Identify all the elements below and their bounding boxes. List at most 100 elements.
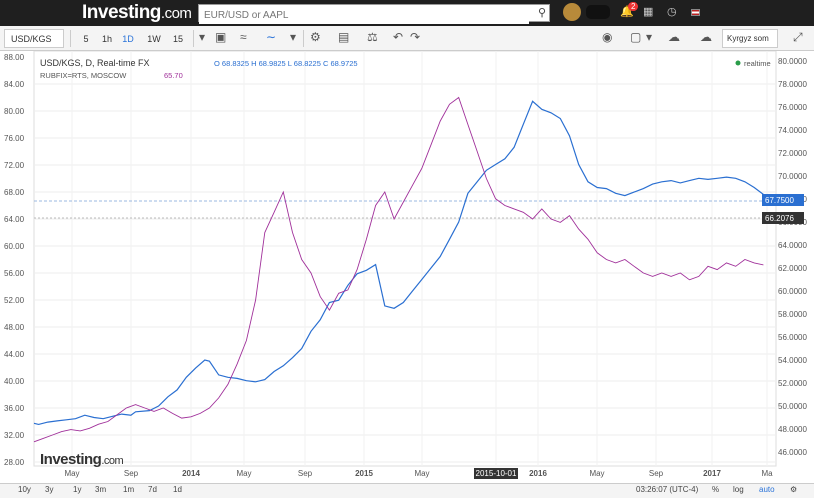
camera-icon[interactable]: ◉	[602, 30, 613, 44]
right-tick-label: 52.0000	[778, 379, 807, 388]
log-toggle[interactable]: log	[733, 485, 744, 494]
left-tick-label: 72.00	[4, 161, 25, 170]
range-3y[interactable]: 3y	[45, 485, 54, 494]
percent-toggle[interactable]: %	[712, 485, 720, 494]
left-tick-label: 44.00	[4, 350, 25, 359]
left-tick-label: 80.00	[4, 107, 25, 116]
interval-1h[interactable]: 1h	[101, 34, 112, 44]
layout-chevron-icon[interactable]: ▾	[646, 30, 653, 44]
left-tick-label: 60.00	[4, 242, 25, 251]
right-tick-label: 64.0000	[778, 241, 807, 250]
x-tick-label-highlight: 2015-10-01	[476, 469, 517, 478]
username-redacted[interactable]	[586, 5, 610, 19]
cloud-load-icon[interactable]: ☁	[700, 30, 712, 44]
left-tick-label: 84.00	[4, 80, 25, 89]
right-tick-label: 60.0000	[778, 287, 807, 296]
line-chart-icon[interactable]: ∼	[266, 30, 277, 44]
scale-settings-icon[interactable]: ⚙	[790, 485, 798, 494]
range-3m[interactable]: 3m	[95, 485, 107, 494]
left-tick-label: 48.00	[4, 323, 25, 332]
left-tick-label: 32.00	[4, 431, 25, 440]
realtime-dot-icon	[735, 60, 741, 66]
usdkgs-price-label: 67.7500	[765, 196, 794, 205]
redo-icon[interactable]: ↷	[410, 30, 421, 44]
right-tick-label: 50.0000	[778, 402, 807, 411]
plot-frame	[33, 51, 777, 467]
x-tick-label: Sep	[124, 469, 139, 478]
left-tick-label: 52.00	[4, 296, 25, 305]
investing-logo[interactable]: Investing.com	[82, 2, 192, 23]
left-tick-label: 64.00	[4, 215, 25, 224]
compare-scales-icon[interactable]: ⚖	[367, 30, 378, 44]
fullscreen-icon[interactable]: ⤢	[793, 30, 803, 44]
interval-1d[interactable]: 1D	[122, 34, 134, 44]
currency-selector[interactable]: Kyrgyz som	[722, 29, 778, 48]
clock-time: 03:26:07 (UTC-4)	[636, 485, 699, 494]
bars-icon[interactable]: ≈	[240, 30, 247, 44]
search-input[interactable]	[199, 7, 529, 24]
range-7d[interactable]: 7d	[148, 485, 157, 494]
x-highlight-bg	[474, 468, 518, 479]
x-tick-label: Ma	[761, 469, 773, 478]
left-tick-label: 40.00	[4, 377, 25, 386]
notification-badge: 2	[628, 2, 639, 11]
usdkgs-series-line	[33, 100, 769, 426]
series-layer	[33, 96, 769, 443]
left-tick-label: 88.00	[4, 53, 25, 62]
us-flag-icon[interactable]	[691, 9, 700, 16]
symbol-selector[interactable]: USD/KGS	[4, 29, 64, 48]
time-axis: May Sep 2014 May Sep 2015 May 2015-10-01 2016 May…	[64, 468, 773, 479]
range-1m[interactable]: 1m	[123, 485, 135, 494]
candles-icon[interactable]: ▣	[215, 30, 227, 44]
right-tick-label: 62.0000	[778, 264, 807, 273]
right-tick-label: 78.0000	[778, 80, 807, 89]
interval-1w[interactable]: 1W	[147, 34, 161, 44]
left-tick-label: 76.00	[4, 134, 25, 143]
left-tick-label: 68.00	[4, 188, 25, 197]
compare-price-label: 66.2076	[765, 214, 794, 223]
auto-toggle[interactable]: auto	[759, 485, 775, 494]
range-1y[interactable]: 1y	[73, 485, 82, 494]
x-tick-label: Sep	[298, 469, 313, 478]
interval-15[interactable]: 15	[172, 34, 183, 44]
chart-toolbar: USD/KGS 5 1h 1D 1W 15 ▾ ▣ ≈ ∼ ▾ ⚙ ▤ ⚖ ↶ ↷ ◉ …	[0, 26, 814, 51]
top-navigation-bar: Investing.com ⚲ 🔔 2 ▦ ◷	[0, 0, 814, 26]
x-tick-label: 2015	[355, 469, 373, 478]
right-tick-label: 56.0000	[778, 333, 807, 342]
x-tick-label: 2016	[529, 469, 547, 478]
cloud-save-icon[interactable]: ☁	[668, 30, 680, 44]
realtime-label: realtime	[744, 59, 771, 68]
settings-gear-icon[interactable]: ⚙	[310, 30, 321, 44]
right-tick-label: 70.0000	[778, 172, 807, 181]
indicators-icon[interactable]: ▤	[338, 30, 350, 44]
layout-icon[interactable]: ▢	[630, 30, 642, 44]
search-box[interactable]: ⚲	[198, 4, 550, 24]
clock-icon[interactable]: ◷	[667, 6, 677, 18]
legend-ohlc: O 68.8325 H 68.9825 L 68.8225 C 68.9725	[214, 59, 358, 68]
investing-watermark: Investing.com	[40, 451, 124, 468]
right-tick-label: 72.0000	[778, 149, 807, 158]
chart-grid	[33, 51, 777, 467]
range-10y[interactable]: 10y	[18, 485, 31, 494]
x-tick-label: 2017	[703, 469, 721, 478]
undo-icon[interactable]: ↶	[393, 30, 404, 44]
dropdown-chevron-icon[interactable]: ▾	[199, 30, 206, 44]
legend-compare-value: 65.70	[164, 71, 183, 80]
range-1d[interactable]: 1d	[173, 485, 182, 494]
right-tick-label: 74.0000	[778, 126, 807, 135]
right-tick-label: 58.0000	[778, 310, 807, 319]
search-icon[interactable]: ⚲	[537, 7, 546, 19]
portfolio-icon[interactable]: ▦	[643, 6, 654, 18]
usdkgs-price-tag	[762, 194, 804, 206]
toolbar-divider	[303, 30, 304, 47]
x-tick-label: May	[414, 469, 429, 478]
right-tick-label: 46.0000	[778, 448, 807, 457]
avatar[interactable]	[563, 3, 581, 21]
chart-type-chevron-icon[interactable]: ▾	[290, 30, 297, 44]
right-tick-label: 48.0000	[778, 425, 807, 434]
right-tick-label: 80.0000	[778, 57, 807, 66]
left-price-axis: 88.00 84.00 80.00 76.00 72.00 68.00 64.00 60.00…	[4, 53, 25, 467]
toolbar-divider	[193, 30, 194, 47]
price-chart[interactable]: 88.00 84.00 80.00 76.00 72.00 68.00 64.00 60.00…	[0, 51, 814, 483]
interval-5[interactable]: 5	[83, 34, 89, 44]
